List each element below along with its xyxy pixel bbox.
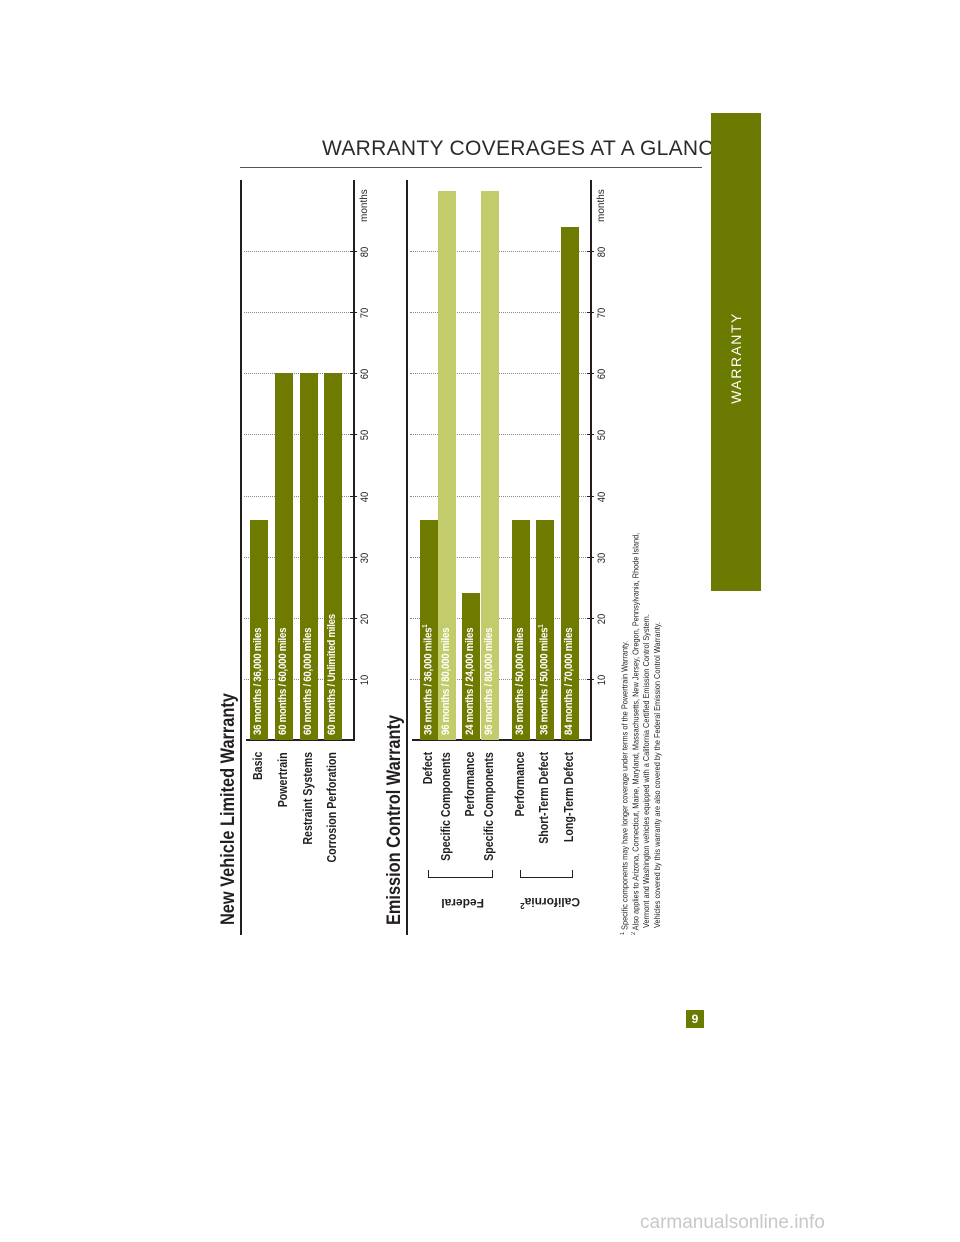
group-label: California2: [519, 895, 580, 910]
group-bracket: [428, 870, 493, 878]
footnote: 1 Specific components may have longer co…: [620, 640, 630, 935]
footnote-marker: 2: [631, 931, 637, 935]
header-divider: [240, 167, 702, 168]
category-label-text: Defect: [421, 752, 435, 785]
axis-tick-label: 80: [596, 246, 608, 258]
bar-label: 36 months / 36,000 miles: [252, 627, 264, 735]
category-label: Basic: [251, 752, 265, 940]
category-label: Short-Term Defect: [537, 752, 551, 940]
category-label-text: Performance: [513, 752, 527, 817]
category-label-text: Specific Components: [482, 752, 496, 861]
category-label-text: Short-Term Defect: [537, 752, 551, 844]
bar-label: 60 months / 60,000 miles: [302, 627, 314, 735]
bar: 96 months / 80,000 miles: [438, 191, 456, 740]
chart-title-new-vehicle: New Vehicle Limited Warranty: [218, 693, 239, 925]
section-tab-warranty[interactable]: WARRANTY: [711, 113, 761, 591]
warranty-charts: New Vehicle Limited Warranty Emission Co…: [210, 180, 680, 940]
category-label: Restraint Systems: [301, 752, 315, 940]
category-label: Specific Components: [482, 752, 496, 940]
category-label-text: Restraint Systems: [301, 752, 315, 845]
bar: 36 months / 36,000 miles1: [420, 520, 438, 740]
axis-tick-label: 10: [359, 674, 371, 686]
category-label: Corrosion Perforation: [325, 752, 339, 940]
footnote-marker: 2: [519, 901, 525, 910]
footnote: Vehicles covered by this warranty are al…: [653, 622, 662, 928]
bar-label: 60 months / 60,000 miles: [277, 627, 289, 735]
axis-tick-label: 40: [596, 491, 608, 502]
bar: 36 months / 50,000 miles: [512, 520, 530, 740]
bar: 84 months / 70,000 miles: [561, 226, 579, 740]
category-label-text: Basic: [251, 752, 265, 781]
footnote-marker: 1: [538, 624, 545, 628]
gridline: [244, 251, 353, 253]
page-number: 9: [686, 1010, 704, 1028]
category-label: Defect: [421, 752, 435, 940]
axis-tick-label: 20: [359, 613, 371, 625]
footnote: Vermont and Washington vehicles equipped…: [642, 614, 651, 928]
category-label: Long-Term Defect: [562, 752, 576, 940]
bar: 60 months / Unlimited miles: [324, 373, 342, 740]
axis-unit-label: months: [596, 189, 607, 222]
category-label-text: Corrosion Perforation: [325, 752, 339, 863]
axis-tick-label: 30: [596, 552, 608, 563]
bar: 60 months / 60,000 miles: [275, 373, 293, 740]
page-title: WARRANTY COVERAGES AT A GLANCE: [322, 137, 729, 160]
category-label: Specific Components: [439, 752, 453, 940]
category-label: Performance: [463, 752, 477, 940]
bar-label: 36 months / 50,000 miles1: [538, 624, 551, 735]
bar-label: 36 months / 50,000 miles: [514, 627, 526, 735]
section-tab-label: WARRANTY: [728, 312, 744, 404]
axis-tick-label: 20: [596, 613, 608, 625]
axis-tick-label: 70: [359, 308, 371, 319]
chart-title-emission: Emission Control Warranty: [384, 714, 405, 925]
bar: 36 months / 36,000 miles: [250, 520, 268, 740]
footnote: 2 Also applies to Arizona, Connecticut, …: [631, 532, 641, 935]
category-label-text: Powertrain: [276, 752, 290, 807]
bar: 60 months / 60,000 miles: [300, 373, 318, 740]
axis-tick-label: 50: [596, 430, 608, 441]
title-rule: [406, 180, 408, 935]
axis-tick-label: 80: [359, 246, 371, 258]
axis-tick-label: 40: [359, 491, 371, 502]
bar-label: 24 months / 24,000 miles: [464, 627, 476, 735]
bar: 96 months / 80,000 miles: [481, 191, 499, 740]
footnote-marker: 1: [620, 931, 626, 935]
category-label: Powertrain: [276, 752, 290, 940]
axis-unit-label: months: [359, 189, 370, 222]
axis-tick-label: 70: [596, 308, 608, 319]
bar: 24 months / 24,000 miles: [462, 593, 480, 740]
axis-tick-label: 30: [359, 552, 371, 563]
bar-label: 84 months / 70,000 miles: [563, 627, 575, 735]
bar-label: 96 months / 80,000 miles: [483, 627, 495, 735]
x-axis: [590, 180, 592, 741]
bar-label: 60 months / Unlimited miles: [326, 614, 338, 735]
axis-tick-label: 50: [359, 430, 371, 441]
axis-tick-label: 60: [596, 369, 608, 380]
category-label: Performance: [513, 752, 527, 940]
axis-tick-label: 60: [359, 369, 371, 380]
footnote-marker: 1: [422, 624, 429, 628]
bar: 36 months / 50,000 miles1: [536, 520, 554, 740]
x-axis: [353, 180, 355, 741]
watermark: carmanualsonline.info: [640, 1212, 825, 1233]
category-label-text: Long-Term Defect: [562, 752, 576, 843]
title-rule: [240, 180, 242, 935]
bar-label: 36 months / 36,000 miles1: [422, 624, 435, 735]
gridline: [244, 312, 353, 314]
category-label-text: Specific Components: [439, 752, 453, 861]
group-bracket: [520, 870, 573, 878]
axis-tick-label: 10: [596, 674, 608, 686]
bar-label: 96 months / 80,000 miles: [440, 627, 452, 735]
category-label-text: Performance: [463, 752, 477, 817]
group-label: Federal: [440, 896, 484, 910]
